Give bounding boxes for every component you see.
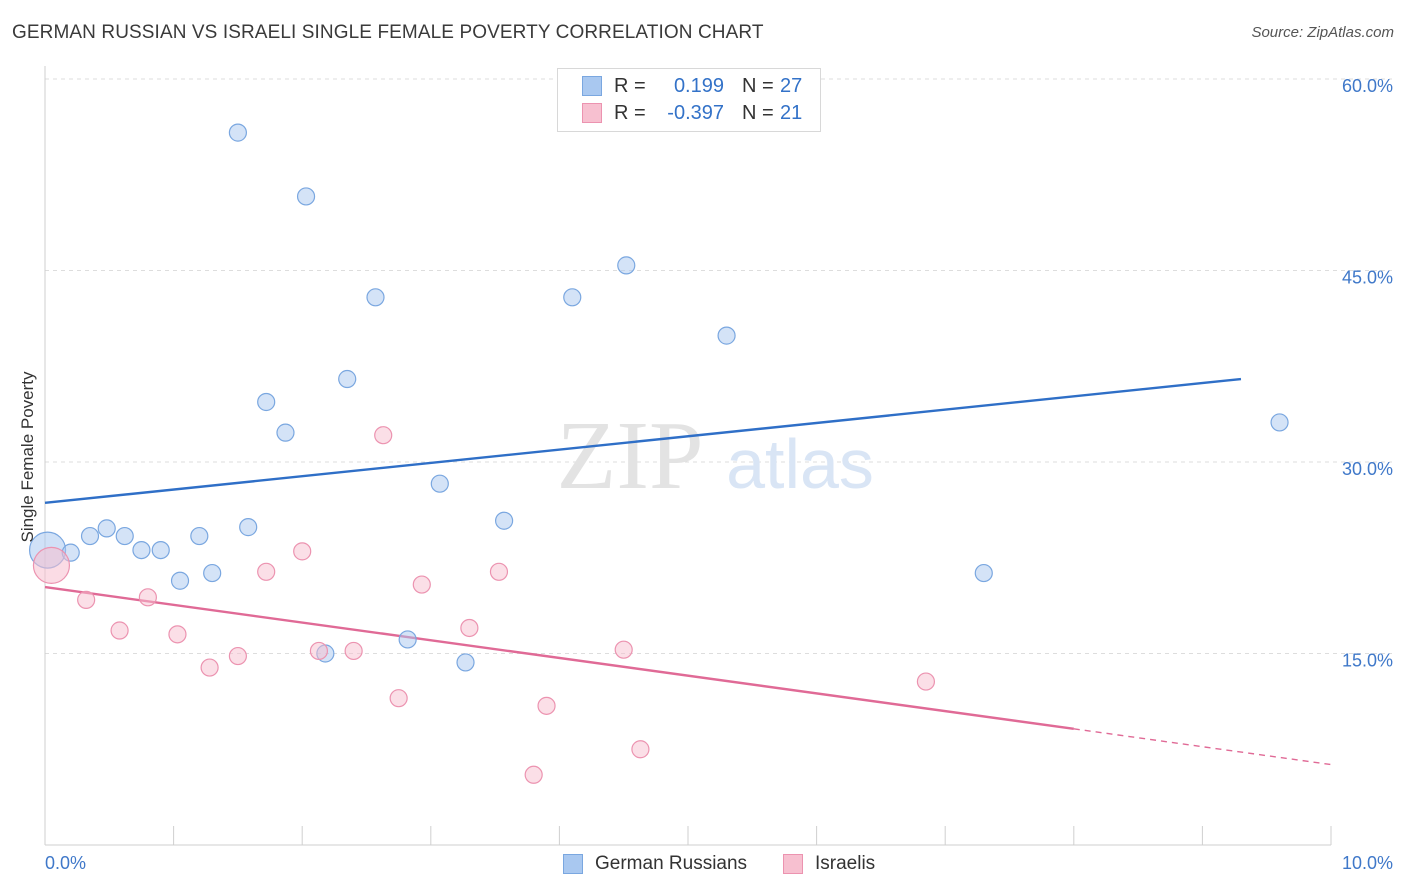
legend-swatch-blue	[582, 76, 602, 96]
israeli-point	[537, 696, 556, 715]
legend-item-israelis: Israelis	[783, 852, 875, 876]
legend-swatch-pink	[783, 854, 803, 874]
y-tick-label: 60.0%	[1342, 76, 1393, 96]
israeli-point	[257, 562, 276, 581]
israeli-point	[524, 765, 543, 784]
german-russian-point	[132, 540, 151, 560]
legend-row-german-russians: R = 0.199 N = 27	[582, 74, 802, 98]
israeli-point	[489, 562, 509, 581]
legend-swatch-pink	[582, 103, 602, 123]
german-russian-point	[170, 571, 190, 590]
german-russian-point	[228, 123, 247, 142]
israeli-point	[389, 689, 408, 708]
n-label: N =	[742, 74, 774, 97]
israeli-point	[344, 641, 363, 661]
n-label: N =	[742, 101, 774, 124]
german-russian-point	[203, 563, 222, 583]
german-russian-point	[717, 326, 736, 345]
israeli-point	[138, 588, 157, 607]
legend-item-german-russians: German Russians	[563, 852, 747, 876]
german-russian-point	[239, 518, 258, 537]
israeli-point	[309, 641, 329, 661]
watermark-zip: ZIP	[557, 402, 704, 510]
source-label: Source: ZipAtlas.com	[1251, 24, 1394, 41]
german-russian-point	[456, 653, 475, 672]
x-tick-label: 0.0%	[45, 853, 86, 873]
german-russian-point	[974, 563, 993, 583]
watermark-atlas: atlas	[726, 425, 874, 503]
correlation-legend: R = 0.199 N = 27 R = -0.397 N = 21	[557, 68, 821, 132]
trend-lines	[44, 377, 1332, 766]
german-russian-point	[1270, 413, 1289, 432]
legend-swatch-blue	[563, 854, 583, 874]
german-russian-point	[617, 256, 636, 275]
israeli-point	[168, 625, 187, 644]
german-russian-point	[257, 392, 276, 412]
chart-title: GERMAN RUSSIAN VS ISRAELI SINGLE FEMALE …	[12, 22, 764, 43]
y-tick-label: 30.0%	[1342, 459, 1393, 479]
german-russian-point	[366, 288, 385, 307]
israeli-trend-line	[44, 585, 1074, 731]
israeli-point	[293, 542, 312, 561]
grid-lines	[45, 78, 1392, 654]
israeli-point	[77, 590, 96, 609]
watermark: ZIP atlas	[557, 402, 874, 510]
israeli-point	[412, 575, 431, 594]
r-label: R =	[614, 74, 646, 97]
r-value: -0.397	[667, 101, 724, 124]
israeli-point	[631, 740, 650, 759]
y-tick-label: 15.0%	[1342, 651, 1393, 671]
israeli-point	[916, 672, 936, 691]
german-russian-point	[151, 540, 170, 560]
axes	[44, 66, 1332, 846]
german-russian-trend-line	[44, 377, 1242, 505]
german-russian-point	[495, 511, 514, 530]
israeli-trend-extension	[1073, 728, 1332, 766]
israeli-point	[200, 658, 219, 677]
y-axis-label: Single Female Poverty	[18, 371, 37, 543]
german-russian-point	[296, 187, 316, 206]
german-russian-point	[430, 474, 449, 493]
r-label: R =	[614, 101, 646, 124]
legend-label: Israelis	[815, 853, 876, 874]
german-russian-point	[97, 519, 116, 538]
x-tick-label: 10.0%	[1342, 853, 1393, 873]
german-russian-point	[80, 526, 100, 546]
german-russian-point	[276, 423, 295, 442]
tick-labels: 15.0% 30.0% 45.0% 60.0% 0.0% 10.0%	[45, 76, 1393, 873]
israeli-point	[228, 646, 247, 666]
israeli-point	[374, 426, 393, 445]
israeli-point	[110, 621, 129, 640]
german-russian-point	[398, 630, 417, 649]
german-russian-point	[115, 526, 134, 546]
german-russian-point	[338, 369, 357, 389]
israeli-point	[460, 618, 479, 638]
n-value: 27	[780, 74, 803, 97]
r-value: 0.199	[673, 74, 724, 97]
israeli-point	[32, 546, 71, 585]
legend-row-israelis: R = -0.397 N = 21	[582, 101, 802, 125]
data-points	[28, 123, 1289, 784]
n-value: 21	[780, 101, 803, 124]
german-russian-point	[563, 288, 582, 307]
german-russian-point	[190, 526, 209, 546]
legend-label: German Russians	[595, 853, 748, 874]
y-tick-label: 45.0%	[1342, 268, 1393, 288]
israeli-point	[614, 640, 633, 659]
